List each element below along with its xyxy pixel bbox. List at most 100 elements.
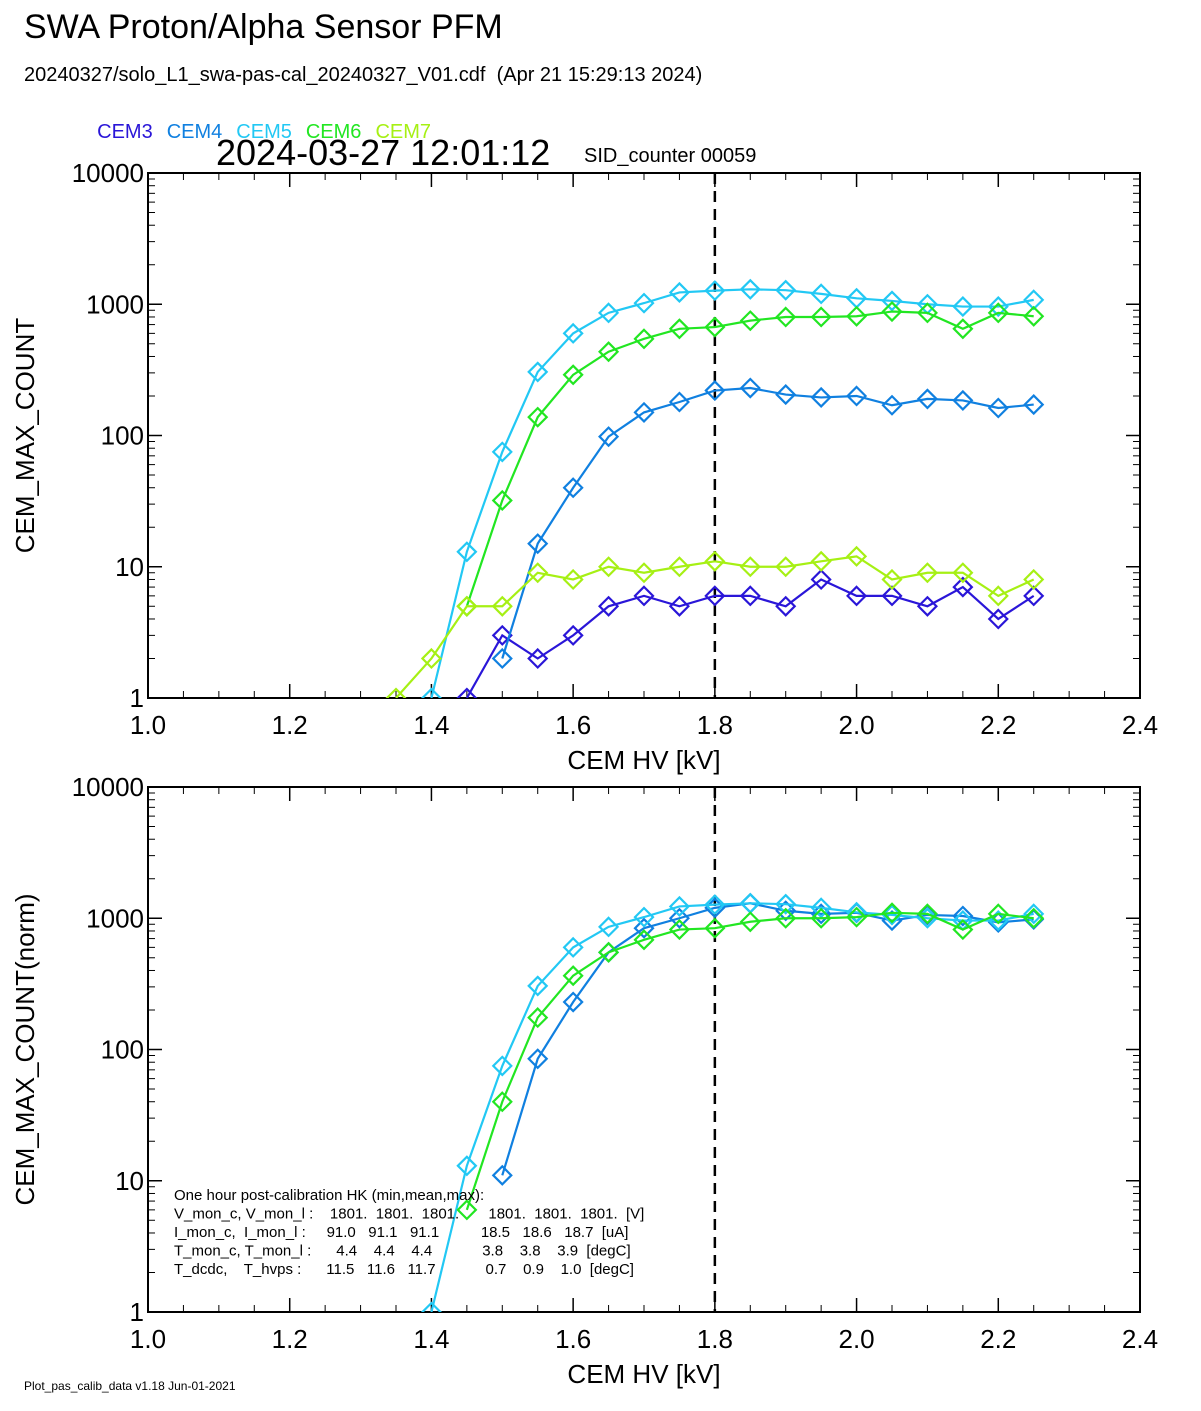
- x-tick-label: 1.4: [413, 710, 449, 740]
- x-tick-label: 1.2: [272, 710, 308, 740]
- data-point-cem7: [527, 562, 549, 584]
- data-point-cem5: [916, 907, 938, 929]
- data-point-cem6: [810, 907, 832, 929]
- x-tick-label: 1.6: [555, 710, 591, 740]
- data-point-cem4: [598, 426, 620, 448]
- data-point-cem5: [420, 1301, 442, 1312]
- x-tick-label: 1.8: [697, 710, 733, 740]
- data-point-cem3: [456, 687, 478, 698]
- data-point-cem3: [598, 595, 620, 617]
- data-point-cem5: [704, 894, 726, 916]
- hk-line-3: I_mon_c, I_mon_l : 91.0 91.1 91.1 18.5 1…: [174, 1224, 628, 1241]
- data-point-cem6: [846, 906, 868, 928]
- y-tick-label: 10: [115, 1166, 144, 1196]
- chart-panel-1: 1.0 1.2 1.4 1.6 1.8 2.0 2.2 2.4 1 10 100 1000 10000 C…: [10, 158, 1158, 775]
- data-point-cem5: [739, 278, 761, 300]
- data-point-cem3: [633, 585, 655, 607]
- y-axis-label: CEM_MAX_COUNT: [10, 318, 40, 554]
- series-line-cem3: [465, 578, 1035, 698]
- data-point-cem6: [704, 316, 726, 338]
- data-point-cem7: [562, 568, 584, 591]
- series-layer: [385, 278, 1045, 698]
- data-point-cem6: [633, 929, 655, 951]
- y-tick-label: 100: [101, 421, 144, 451]
- data-point-cem5: [775, 279, 797, 301]
- data-point-cem3: [987, 608, 1009, 630]
- data-point-cem5: [668, 895, 690, 918]
- data-point-cem6: [881, 902, 903, 924]
- page-title: SWA Proton/Alpha Sensor PFM: [24, 8, 503, 46]
- data-point-cem3: [952, 576, 974, 598]
- data-point-cem4: [952, 389, 974, 411]
- legend-item-cem3: CEM3: [97, 121, 153, 143]
- y-tick-label: 1: [130, 683, 144, 713]
- data-point-cem5: [456, 541, 478, 563]
- series-layer: [420, 892, 1045, 1312]
- data-point-cem4: [916, 388, 938, 410]
- y-axis-label: CEM_MAX_COUNT(norm): [10, 893, 40, 1205]
- data-point-cem4: [810, 386, 832, 408]
- data-point-cem6: [739, 911, 761, 933]
- data-point-cem5: [491, 441, 513, 463]
- data-point-cem5: [598, 302, 620, 324]
- data-point-cem5: [633, 292, 655, 314]
- data-point-cem4: [527, 533, 549, 555]
- data-point-cem6: [810, 306, 832, 328]
- data-point-cem4: [633, 917, 655, 939]
- x-tick-label: 2.0: [838, 1324, 874, 1354]
- data-point-cem5: [952, 296, 974, 318]
- data-point-cem4: [775, 384, 797, 406]
- data-point-cem6: [987, 903, 1009, 925]
- data-point-cem6: [456, 1199, 478, 1221]
- data-point-cem6: [491, 489, 513, 512]
- data-point-cem7: [952, 562, 974, 584]
- series-line-cem6: [465, 310, 1034, 607]
- data-point-cem4: [987, 397, 1009, 419]
- data-point-cem6: [598, 341, 620, 363]
- data-point-cem3: [1023, 585, 1045, 607]
- x-tick-label: 2.2: [980, 710, 1016, 740]
- data-point-cem5: [987, 296, 1009, 318]
- data-point-cem7: [491, 595, 513, 617]
- data-point-cem4: [668, 391, 690, 413]
- x-tick-label: 2.4: [1122, 1324, 1158, 1354]
- legend: CEM3 CEM4 CEM5 CEM6 CEM7: [86, 98, 445, 144]
- file-name-line: 20240327/solo_L1_swa-pas-cal_20240327_V0…: [24, 64, 703, 86]
- data-point-cem3: [704, 585, 726, 607]
- data-point-cem3: [916, 595, 938, 617]
- data-point-cem4: [668, 907, 690, 929]
- data-point-cem5: [527, 361, 549, 383]
- x-axis-label: CEM HV [kV]: [567, 1359, 720, 1389]
- data-point-cem3: [527, 647, 549, 670]
- data-point-cem4: [562, 477, 584, 499]
- x-tick-label: 2.4: [1122, 710, 1158, 740]
- y-tick-label: 1: [130, 1297, 144, 1327]
- data-point-cem7: [633, 562, 655, 584]
- data-point-cem4: [739, 377, 761, 399]
- data-point-cem5: [456, 1155, 478, 1177]
- data-point-cem7: [916, 562, 938, 584]
- data-point-cem7: [739, 556, 761, 578]
- y-tick-label: 100: [101, 1035, 144, 1065]
- data-point-cem3: [491, 624, 513, 646]
- data-point-cem5: [1023, 903, 1045, 925]
- data-point-cem3: [846, 585, 868, 607]
- data-point-cem4: [881, 394, 903, 416]
- data-point-cem3: [810, 568, 832, 591]
- data-point-cem7: [987, 585, 1009, 607]
- data-point-cem6: [633, 328, 655, 350]
- y-tick-label: 10000: [72, 772, 144, 802]
- data-point-cem7: [385, 687, 407, 698]
- legend-item-cem7: CEM7: [375, 121, 432, 143]
- data-point-cem7: [668, 556, 690, 578]
- data-point-cem5: [810, 283, 832, 305]
- data-point-cem6: [1023, 305, 1045, 327]
- data-point-cem5: [527, 975, 549, 997]
- hk-line-4: T_mon_c, T_mon_l : 4.4 4.4 4.4 3.8 3.8 3…: [174, 1243, 631, 1260]
- y-tick-label: 10: [115, 552, 144, 582]
- timestamp: 2024-03-27 12:01:12: [216, 132, 551, 173]
- chart-panel-2: 1.0 1.2 1.4 1.6 1.8 2.0 2.2 2.4 1 10 100 1000 10000 C…: [10, 772, 1158, 1389]
- hk-line-1: One hour post-calibration HK (min,mean,m…: [174, 1187, 484, 1204]
- y-tick-label: 1000: [86, 903, 144, 933]
- data-point-cem7: [704, 550, 726, 572]
